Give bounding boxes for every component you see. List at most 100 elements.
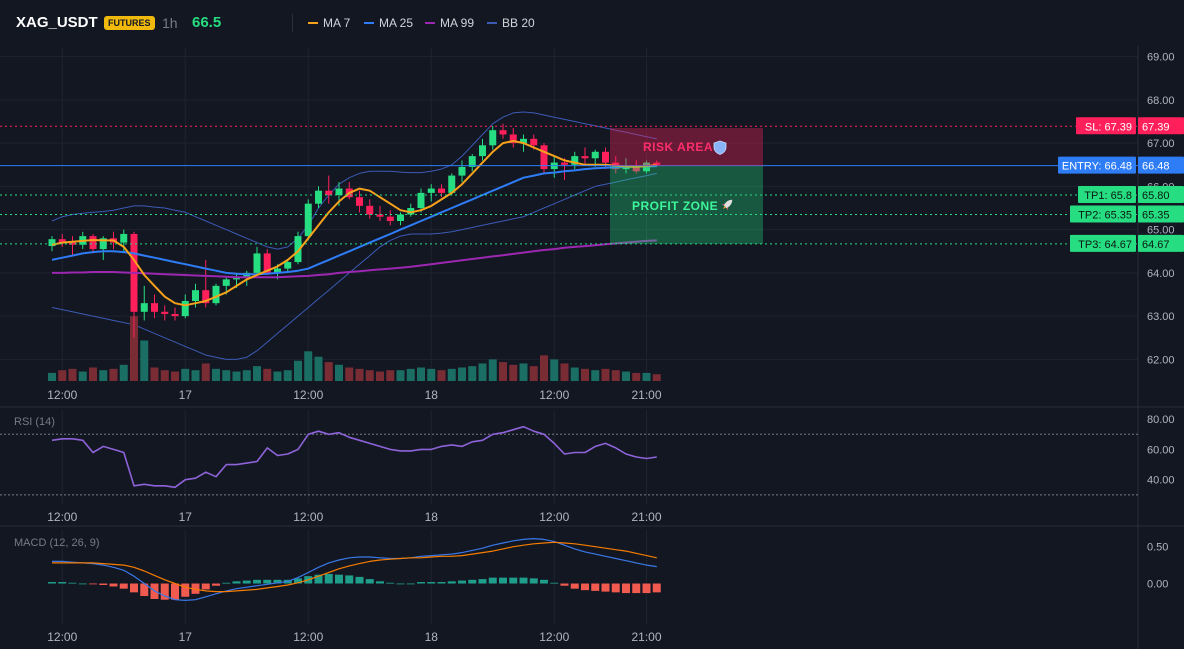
legend-ma7[interactable]: MA 7 bbox=[308, 16, 350, 30]
candle bbox=[458, 160, 466, 183]
macd-histogram-bar bbox=[406, 583, 415, 585]
legend-ma25-label: MA 25 bbox=[379, 16, 414, 30]
candle bbox=[181, 294, 189, 319]
volume-bar bbox=[355, 368, 364, 381]
macd-histogram-bar bbox=[201, 583, 210, 590]
time-tick-label: 17 bbox=[179, 510, 193, 524]
candle-body bbox=[581, 156, 589, 159]
macd-histogram-bar bbox=[78, 583, 87, 585]
macd-histogram-bar bbox=[365, 579, 374, 584]
macd-histogram-bar bbox=[652, 583, 661, 593]
ma25-line bbox=[51, 165, 657, 276]
candle-body bbox=[202, 290, 210, 304]
volume-bar bbox=[89, 367, 97, 381]
rsi-tick-label: 80.00 bbox=[1147, 414, 1175, 426]
candle-body bbox=[407, 208, 415, 215]
macd-histogram-bar bbox=[519, 577, 528, 584]
rsi-title: RSI (14) bbox=[14, 416, 55, 428]
volume-bar bbox=[109, 368, 118, 381]
macd-histogram-bar bbox=[529, 578, 538, 584]
volume-bar bbox=[365, 370, 374, 381]
volume-bar bbox=[570, 367, 579, 381]
legend-ma25[interactable]: MA 25 bbox=[364, 16, 413, 30]
legend-bb-label: BB 20 bbox=[502, 16, 535, 30]
candle-body bbox=[417, 192, 425, 209]
volume-bar bbox=[447, 368, 456, 381]
legend-ma99-label: MA 99 bbox=[440, 16, 475, 30]
profit-zone[interactable] bbox=[610, 166, 763, 244]
level-tag-left-bg bbox=[1078, 186, 1136, 204]
ma25-swatch bbox=[364, 21, 374, 24]
level-tag: TP3: 64.67 64.67 bbox=[1070, 234, 1184, 252]
candle-body bbox=[571, 156, 579, 165]
macd-histogram-bar bbox=[191, 583, 200, 594]
candle bbox=[294, 231, 302, 265]
macd-histogram-bar bbox=[212, 583, 220, 586]
candle bbox=[315, 186, 322, 209]
volume-bar bbox=[335, 364, 343, 381]
candle bbox=[366, 199, 374, 219]
rsi-tick-label: 40.00 bbox=[1147, 475, 1175, 487]
volume-bars bbox=[48, 316, 661, 381]
candle bbox=[571, 151, 579, 170]
trade-zones[interactable]: RISK AREA PROFIT ZONE bbox=[610, 128, 763, 244]
macd-histogram-bar bbox=[427, 582, 436, 584]
time-tick-label: 12:00 bbox=[539, 510, 569, 524]
candlesticks[interactable] bbox=[48, 123, 661, 338]
macd-histogram-bar bbox=[345, 575, 354, 584]
risk-zone[interactable] bbox=[610, 128, 763, 166]
trade-levels bbox=[0, 125, 1138, 245]
volume-bar bbox=[48, 372, 56, 381]
volume-bar bbox=[242, 370, 251, 381]
symbol-name[interactable]: XAG_USDT bbox=[16, 14, 98, 31]
level-tag-value: 65.35 bbox=[1142, 210, 1170, 222]
candle-body bbox=[591, 151, 599, 159]
volume-bar bbox=[191, 370, 200, 381]
volume-bar bbox=[376, 371, 384, 381]
volume-bar bbox=[253, 366, 261, 381]
price-axis[interactable]: 69.0068.0067.0066.0065.0064.0063.0062.00… bbox=[1147, 52, 1175, 591]
interval-selector[interactable]: 1h bbox=[162, 15, 178, 31]
level-tag-label: TP3: 64.67 bbox=[1078, 239, 1132, 251]
candle bbox=[386, 210, 394, 226]
candle-body bbox=[376, 214, 384, 217]
candle-body bbox=[171, 313, 179, 317]
shield-icon bbox=[713, 140, 727, 155]
volume-bar bbox=[171, 371, 179, 381]
macd-histogram-bar bbox=[222, 582, 231, 584]
time-axis: 12:00 12:00 12:00 17 17 17 12:00 12:00 12:00 18 18… bbox=[47, 388, 662, 644]
legend-bb20[interactable]: BB 20 bbox=[487, 16, 535, 30]
candle-body bbox=[427, 188, 435, 193]
time-tick-label: 12:00 bbox=[293, 388, 323, 402]
last-price: 66.5 bbox=[192, 14, 222, 31]
macd-histogram-bar bbox=[447, 581, 456, 584]
level-tag-label: SL: 67.39 bbox=[1085, 121, 1132, 133]
candle-body bbox=[653, 162, 661, 165]
volume-bar bbox=[263, 368, 272, 381]
volume-bar bbox=[150, 367, 159, 381]
level-tag-label: TP1: 65.8 bbox=[1084, 190, 1132, 202]
legend-ma99[interactable]: MA 99 bbox=[425, 16, 474, 30]
volume-bar bbox=[294, 360, 302, 381]
candle bbox=[212, 283, 220, 306]
moving-averages bbox=[51, 140, 657, 307]
ma7-swatch bbox=[308, 21, 318, 24]
candle-body bbox=[263, 253, 271, 273]
volume-bar bbox=[396, 370, 405, 381]
level-tag-right-bg bbox=[1138, 156, 1184, 174]
macd-histogram-bar bbox=[160, 583, 169, 600]
candle-body bbox=[212, 285, 220, 304]
volume-bar bbox=[314, 356, 323, 381]
candle-body bbox=[99, 238, 107, 250]
candle-body bbox=[386, 216, 394, 221]
candle-body bbox=[284, 262, 292, 269]
candle bbox=[417, 188, 425, 213]
candle-body bbox=[89, 236, 97, 250]
volume-bar bbox=[324, 362, 333, 381]
macd-histogram-bar bbox=[263, 579, 272, 584]
candle-body bbox=[274, 268, 281, 273]
bb-upper-band bbox=[51, 111, 657, 250]
volume-bar bbox=[119, 364, 128, 381]
price-tick-label: 68.00 bbox=[1147, 95, 1175, 107]
